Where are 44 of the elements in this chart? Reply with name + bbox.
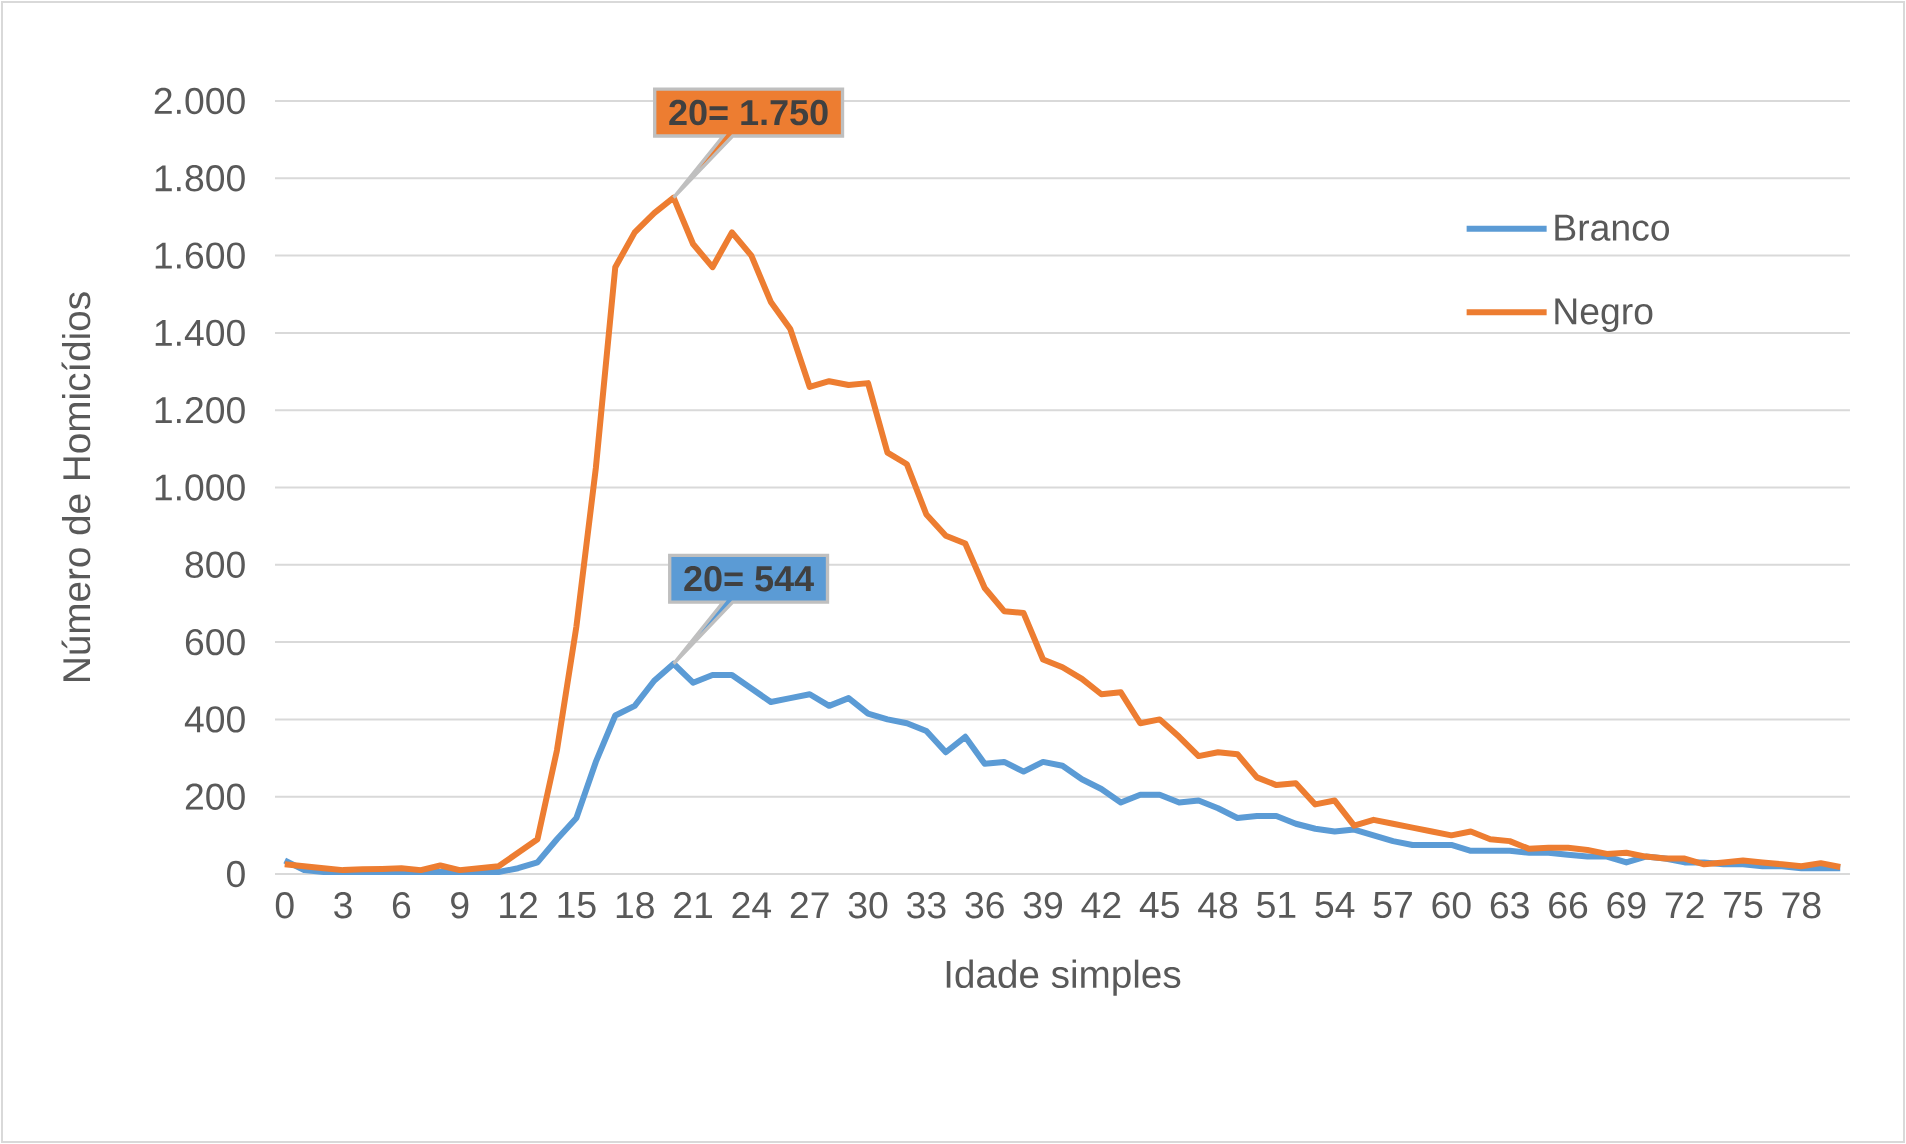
x-tick-label: 42 [1081, 892, 1121, 919]
y-tick-label: 800 [185, 551, 245, 578]
annotation: 20= 544 [684, 565, 814, 592]
y-tick-label: 400 [184, 706, 245, 733]
legend-label: Negro [1555, 298, 1653, 332]
y-tick-label: 1.200 [155, 396, 245, 424]
x-tick-label: 54 [1315, 892, 1355, 919]
x-tick-label: 39 [1023, 892, 1063, 919]
x-tick-label: 75 [1724, 892, 1763, 919]
legend-label: Branco [1555, 214, 1670, 241]
x-tick-label: 78 [1782, 892, 1821, 919]
x-tick-label: 72 [1665, 892, 1704, 919]
x-tick-label: 0 [275, 892, 294, 919]
y-tick-label: 1.800 [155, 165, 245, 192]
x-tick-label: 12 [500, 892, 537, 919]
x-tick-label: 15 [558, 892, 596, 919]
x-tick-label: 21 [674, 892, 712, 919]
y-tick-label: 2.000 [154, 87, 245, 115]
x-tick-label: 18 [616, 892, 654, 919]
x-tick-label: 3 [334, 892, 352, 919]
x-tick-label: 57 [1373, 892, 1412, 919]
x-tick-label: 33 [907, 892, 946, 919]
y-tick-label: 600 [185, 628, 245, 656]
x-tick-label: 66 [1549, 892, 1588, 919]
x-tick-label: 45 [1139, 892, 1179, 919]
y-tick-label: 1.600 [155, 242, 245, 269]
y-tick-label: 1.400 [155, 319, 245, 347]
x-tick-label: 24 [732, 892, 772, 919]
x-tick-label: 6 [392, 892, 411, 919]
x-tick-label: 51 [1257, 892, 1296, 919]
x-tick-label: 60 [1432, 892, 1471, 919]
annotation: 20= 1.750 [669, 99, 828, 126]
x-tick-label: 36 [965, 892, 1004, 919]
x-tick-label: 27 [790, 892, 829, 919]
x-tick-label: 30 [848, 892, 888, 919]
x-tick-label: 69 [1607, 892, 1646, 919]
x-tick-label: 48 [1198, 892, 1238, 919]
y-tick-label: 1.000 [155, 474, 245, 501]
y-axis-title: Número de Homicídios [61, 292, 91, 681]
x-axis-title: Idade simples [946, 959, 1181, 996]
y-tick-label: 200 [185, 783, 245, 810]
y-tick-label: 0 [227, 860, 245, 888]
x-tick-label: 9 [451, 892, 469, 919]
x-tick-label: 63 [1490, 892, 1529, 919]
